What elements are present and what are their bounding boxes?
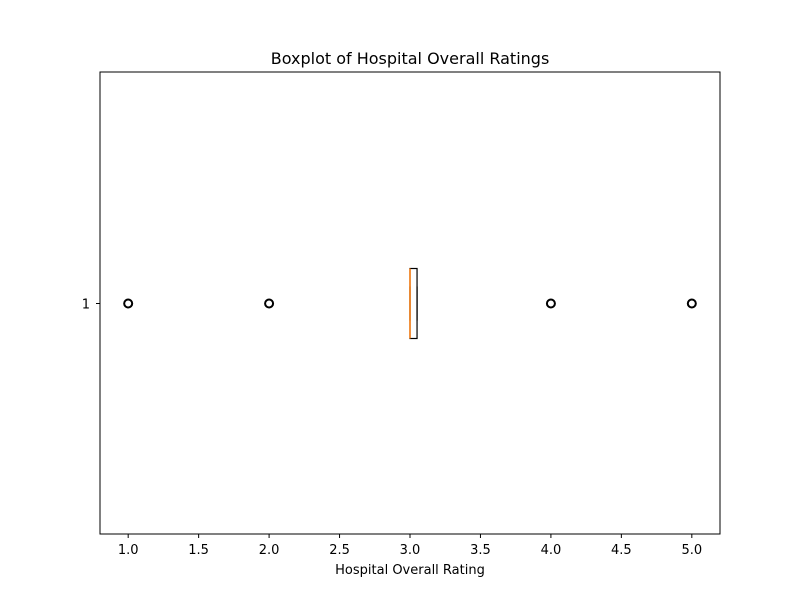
flier-point [686,298,697,309]
x-tick-label: 1.0 [118,543,139,558]
flier-point [545,298,556,309]
iqr-box [409,267,418,340]
y-axis-ticks: 1 [82,298,100,313]
y-tick-label: 1 [82,298,90,313]
x-tick-label: 4.5 [611,543,632,558]
x-tick-label: 5.0 [681,543,702,558]
flier-point [123,298,134,309]
x-tick-label: 2.0 [259,543,280,558]
x-tick-label: 3.0 [400,543,421,558]
x-axis-ticks: 1.0 1.5 2.0 2.5 3.0 3.5 4.0 4.5 5.0 [118,534,702,558]
x-axis-label: Hospital Overall Rating [335,563,485,578]
chart-title: Boxplot of Hospital Overall Ratings [271,49,550,68]
flier-point [264,298,275,309]
box-group [123,267,697,340]
x-tick-label: 3.5 [470,543,491,558]
x-tick-label: 2.5 [329,543,350,558]
x-tick-label: 4.0 [541,543,562,558]
x-tick-label: 1.5 [188,543,209,558]
